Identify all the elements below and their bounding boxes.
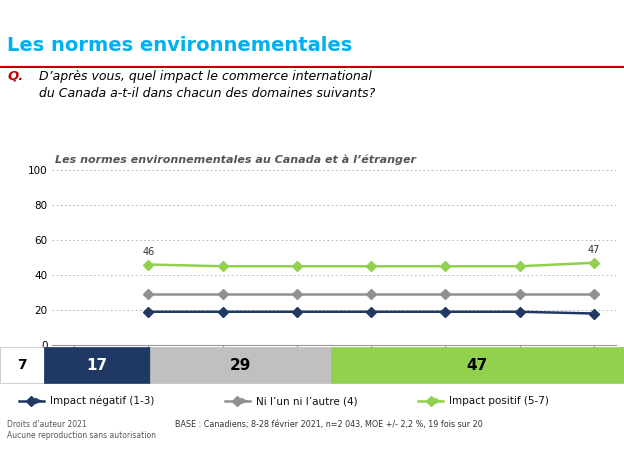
Text: Droits d’auteur 2021
Aucune reproduction sans autorisation: Droits d’auteur 2021 Aucune reproduction…: [7, 419, 157, 439]
Text: 47: 47: [467, 358, 488, 373]
Text: BASE : Canadiens; 8-28 février 2021, n=2 043, MOE +/- 2,2 %, 19 fois sur 20: BASE : Canadiens; 8-28 février 2021, n=2…: [175, 419, 482, 429]
Bar: [150, 347, 331, 383]
Text: Q.: Q.: [7, 70, 24, 82]
Text: Impact positif (5-7): Impact positif (5-7): [449, 396, 549, 406]
Text: 46: 46: [142, 247, 155, 257]
Text: Les normes environnementales: Les normes environnementales: [7, 36, 353, 55]
Text: 7: 7: [17, 358, 27, 372]
Bar: [0, 347, 44, 383]
Bar: [331, 347, 624, 383]
Text: 29: 29: [230, 358, 251, 373]
Text: Répercussions du commerce international :: Répercussions du commerce international …: [7, 8, 280, 21]
Text: Ni l’un ni l’autre (4): Ni l’un ni l’autre (4): [256, 396, 358, 406]
Text: 47: 47: [588, 245, 600, 255]
Bar: [44, 347, 150, 383]
Text: 17: 17: [86, 358, 107, 373]
Text: D’après vous, quel impact le commerce international
du Canada a-t-il dans chacun: D’après vous, quel impact le commerce in…: [39, 70, 375, 100]
Text: Impact négatif (1-3): Impact négatif (1-3): [50, 396, 154, 406]
Text: Les normes environnementales au Canada et à l’étranger: Les normes environnementales au Canada e…: [55, 154, 416, 165]
